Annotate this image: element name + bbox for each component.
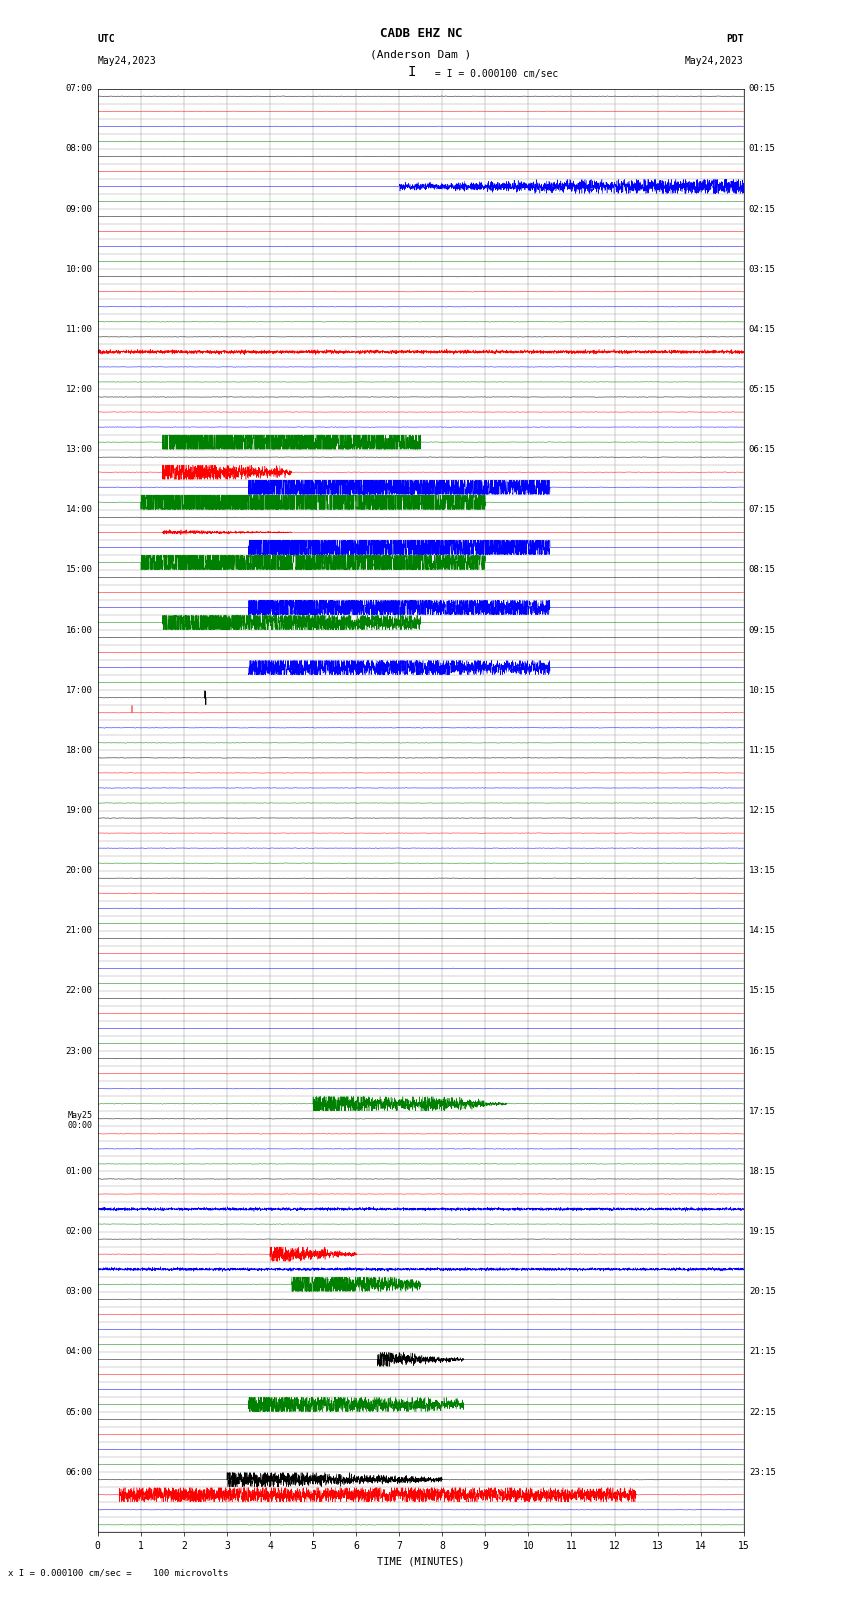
Text: 08:00: 08:00 [65,145,93,153]
Text: 22:15: 22:15 [749,1408,776,1416]
Text: 02:00: 02:00 [65,1227,93,1236]
Text: 16:15: 16:15 [749,1047,776,1055]
Text: 21:15: 21:15 [749,1347,776,1357]
Text: 08:15: 08:15 [749,566,776,574]
Text: 06:15: 06:15 [749,445,776,455]
Text: 06:00: 06:00 [65,1468,93,1476]
Text: 12:15: 12:15 [749,806,776,815]
Text: 15:00: 15:00 [65,566,93,574]
Text: 02:15: 02:15 [749,205,776,213]
Text: 16:00: 16:00 [65,626,93,634]
X-axis label: TIME (MINUTES): TIME (MINUTES) [377,1557,464,1566]
Text: 04:15: 04:15 [749,324,776,334]
Text: 05:15: 05:15 [749,386,776,394]
Text: UTC: UTC [98,34,116,44]
Text: May24,2023: May24,2023 [685,56,744,66]
Text: 01:15: 01:15 [749,145,776,153]
Text: 18:15: 18:15 [749,1166,776,1176]
Text: 00:15: 00:15 [749,84,776,94]
Text: 13:00: 13:00 [65,445,93,455]
Text: 22:00: 22:00 [65,987,93,995]
Text: 05:00: 05:00 [65,1408,93,1416]
Text: 23:00: 23:00 [65,1047,93,1055]
Text: 01:00: 01:00 [65,1166,93,1176]
Text: 11:15: 11:15 [749,745,776,755]
Text: 20:15: 20:15 [749,1287,776,1297]
Text: 11:00: 11:00 [65,324,93,334]
Text: = I = 0.000100 cm/sec: = I = 0.000100 cm/sec [429,69,558,79]
Text: 07:15: 07:15 [749,505,776,515]
Text: CADB EHZ NC: CADB EHZ NC [379,27,462,40]
Text: 07:00: 07:00 [65,84,93,94]
Text: 14:00: 14:00 [65,505,93,515]
Text: 10:15: 10:15 [749,686,776,695]
Text: 15:15: 15:15 [749,987,776,995]
Text: 04:00: 04:00 [65,1347,93,1357]
Text: 20:00: 20:00 [65,866,93,876]
Text: 12:00: 12:00 [65,386,93,394]
Text: 18:00: 18:00 [65,745,93,755]
Text: I: I [408,65,416,79]
Text: 23:15: 23:15 [749,1468,776,1476]
Text: 17:00: 17:00 [65,686,93,695]
Text: May25
00:00: May25 00:00 [68,1111,93,1131]
Text: 19:00: 19:00 [65,806,93,815]
Text: x I = 0.000100 cm/sec =    100 microvolts: x I = 0.000100 cm/sec = 100 microvolts [8,1568,229,1578]
Text: 21:00: 21:00 [65,926,93,936]
Text: 14:15: 14:15 [749,926,776,936]
Text: 19:15: 19:15 [749,1227,776,1236]
Text: 03:15: 03:15 [749,265,776,274]
Text: 09:15: 09:15 [749,626,776,634]
Text: 10:00: 10:00 [65,265,93,274]
Text: (Anderson Dam ): (Anderson Dam ) [370,50,472,60]
Text: 09:00: 09:00 [65,205,93,213]
Text: 13:15: 13:15 [749,866,776,876]
Text: 03:00: 03:00 [65,1287,93,1297]
Text: May24,2023: May24,2023 [98,56,156,66]
Text: 17:15: 17:15 [749,1107,776,1116]
Text: PDT: PDT [726,34,744,44]
